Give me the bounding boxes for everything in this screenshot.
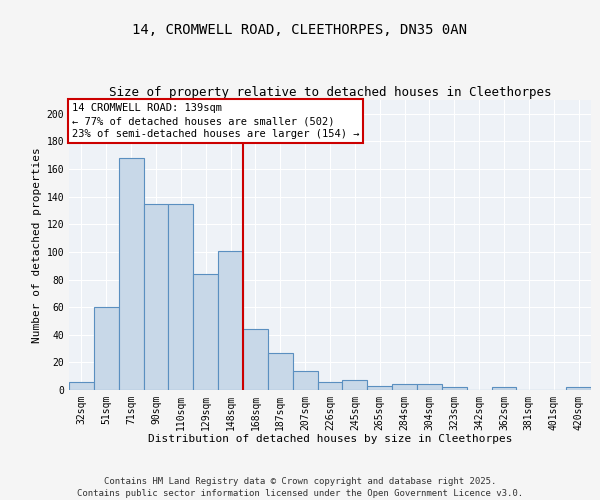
- Text: 14, CROMWELL ROAD, CLEETHORPES, DN35 0AN: 14, CROMWELL ROAD, CLEETHORPES, DN35 0AN: [133, 22, 467, 36]
- Bar: [94, 307, 119, 390]
- Text: Contains HM Land Registry data © Crown copyright and database right 2025.
Contai: Contains HM Land Registry data © Crown c…: [77, 476, 523, 498]
- Bar: [392, 384, 417, 390]
- Y-axis label: Number of detached properties: Number of detached properties: [32, 147, 43, 343]
- Bar: [119, 158, 143, 390]
- Bar: [491, 387, 517, 390]
- Text: 14 CROMWELL ROAD: 139sqm
← 77% of detached houses are smaller (502)
23% of semi-: 14 CROMWELL ROAD: 139sqm ← 77% of detach…: [71, 103, 359, 140]
- Bar: [69, 382, 94, 390]
- Bar: [317, 382, 343, 390]
- Bar: [169, 204, 193, 390]
- Bar: [442, 387, 467, 390]
- X-axis label: Distribution of detached houses by size in Cleethorpes: Distribution of detached houses by size …: [148, 434, 512, 444]
- Title: Size of property relative to detached houses in Cleethorpes: Size of property relative to detached ho…: [109, 86, 551, 99]
- Bar: [566, 387, 591, 390]
- Bar: [243, 329, 268, 390]
- Bar: [268, 352, 293, 390]
- Bar: [143, 204, 169, 390]
- Bar: [417, 384, 442, 390]
- Bar: [293, 370, 317, 390]
- Bar: [343, 380, 367, 390]
- Bar: [218, 250, 243, 390]
- Bar: [367, 386, 392, 390]
- Bar: [193, 274, 218, 390]
